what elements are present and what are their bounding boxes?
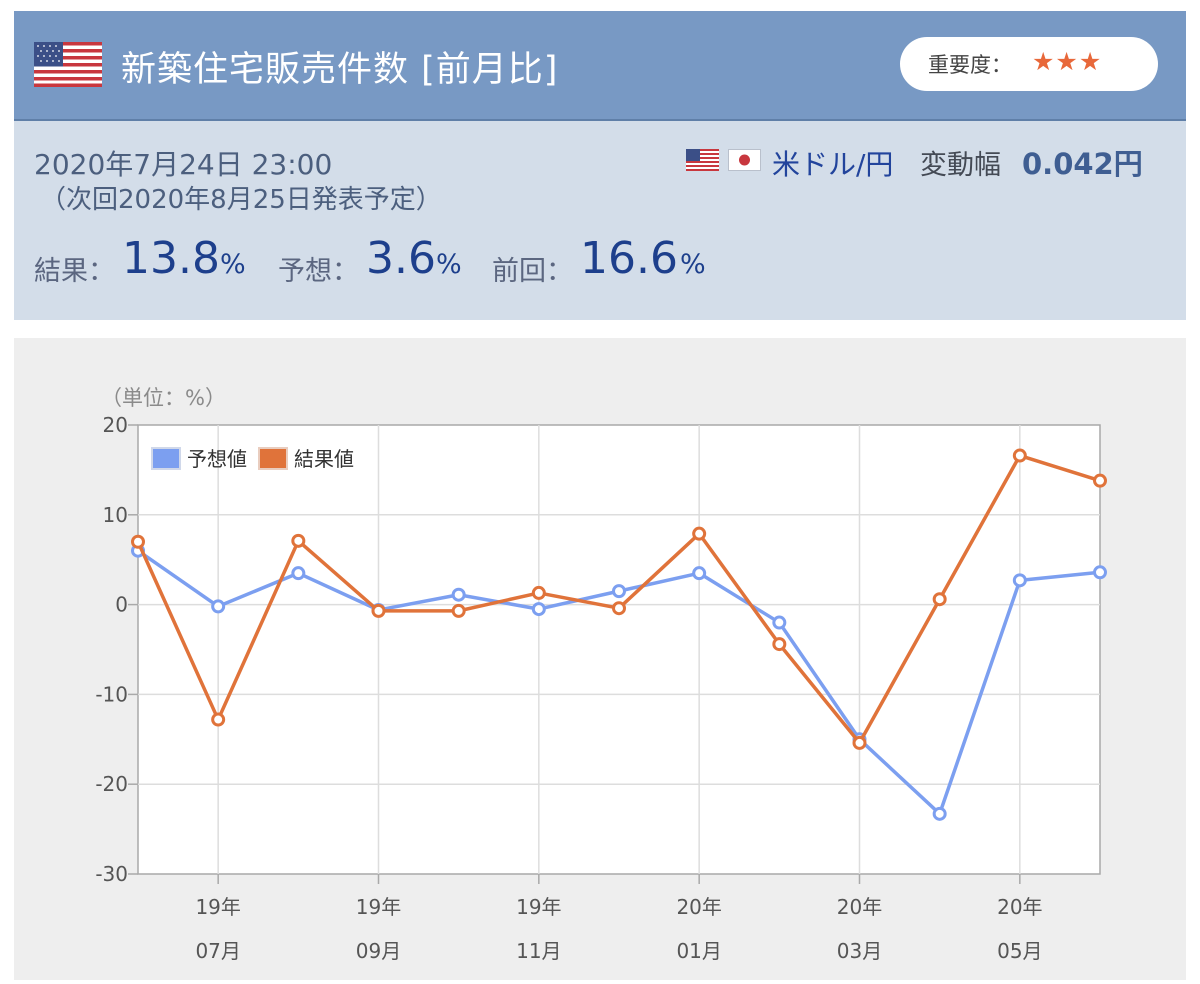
- forecast-unit: %: [436, 249, 462, 280]
- currency-pair-label[interactable]: 米ドル/円: [772, 148, 894, 181]
- legend-swatch-forecast: [151, 447, 181, 470]
- x-axis: 19年 07月 19年 09月 19年 11月 20年 01月 20年 03月 20年 05月: [195, 874, 1043, 963]
- importance-badge: 重要度： ★★★: [900, 37, 1158, 91]
- data-point-result[interactable]: [772, 637, 787, 652]
- previous-unit: %: [680, 249, 706, 280]
- x-tick-month: 03月: [837, 939, 882, 963]
- chart-container: （単位：%） 20 10 0 -10 -20 -30 19年 07月 19年 09月 19年 11月…: [14, 338, 1186, 980]
- series-group: [131, 448, 1107, 821]
- page-title: 新築住宅販売件数 [前月比]: [121, 50, 559, 90]
- forecast-label: 予想：: [278, 256, 359, 287]
- y-axis: 20 10 0 -10 -20 -30: [95, 413, 138, 886]
- data-point-forecast[interactable]: [692, 566, 707, 581]
- legend-label-forecast: 予想値: [187, 447, 247, 471]
- plot-area: [137, 424, 1101, 875]
- x-tick-month: 09月: [356, 939, 401, 963]
- x-tick-month: 01月: [676, 939, 721, 963]
- data-point-result[interactable]: [612, 601, 626, 616]
- x-tick-year: 20年: [997, 895, 1042, 919]
- release-date: 2020年7月24日 23:00: [34, 148, 333, 181]
- x-tick-year: 19年: [195, 895, 240, 919]
- data-point-result[interactable]: [692, 526, 707, 541]
- unit-label: （単位：%）: [101, 386, 226, 410]
- data-point-forecast[interactable]: [291, 566, 306, 581]
- x-tick-year: 19年: [356, 895, 401, 919]
- data-point-result[interactable]: [451, 603, 466, 618]
- data-point-forecast[interactable]: [612, 584, 626, 599]
- jp-flag-icon: [728, 149, 761, 171]
- range-label: 変動幅: [920, 150, 1001, 181]
- x-tick-month: 11月: [516, 939, 561, 963]
- forecast-value: 3.6: [366, 233, 436, 284]
- y-tick-label: -20: [95, 772, 128, 796]
- release-info-panel: 2020年7月24日 23:00 （次回2020年8月25日発表予定） 米ドル/…: [14, 121, 1186, 320]
- previous-value: 16.6: [580, 233, 678, 284]
- data-point-result[interactable]: [852, 735, 867, 750]
- x-tick-month: 07月: [195, 939, 240, 963]
- x-tick-year: 20年: [837, 895, 882, 919]
- x-tick-month: 05月: [997, 939, 1042, 963]
- data-point-result[interactable]: [291, 533, 306, 548]
- data-point-result[interactable]: [131, 534, 145, 549]
- line-chart: （単位：%） 20 10 0 -10 -20 -30 19年 07月 19年 09月 19年 11月…: [95, 386, 1107, 963]
- result-unit: %: [220, 249, 246, 280]
- data-point-forecast[interactable]: [451, 587, 466, 602]
- x-tick-year: 19年: [516, 895, 561, 919]
- importance-label: 重要度：: [928, 53, 1012, 77]
- y-tick-label: 10: [103, 503, 128, 527]
- y-tick-label: 20: [103, 413, 128, 437]
- data-point-forecast[interactable]: [531, 602, 546, 617]
- result-label: 結果：: [34, 256, 115, 287]
- data-point-result[interactable]: [211, 712, 226, 727]
- data-point-result[interactable]: [531, 585, 546, 600]
- indicator-header: 新築住宅販売件数 [前月比] 重要度： ★★★: [14, 11, 1186, 121]
- legend: 予想値 結果値: [151, 447, 354, 471]
- next-release-date: （次回2020年8月25日発表予定）: [40, 185, 442, 215]
- result-value: 13.8: [122, 233, 220, 284]
- star-rating-icon: ★★★: [1032, 47, 1103, 76]
- legend-label-result: 結果値: [294, 447, 354, 471]
- data-point-result[interactable]: [1093, 473, 1107, 488]
- data-point-forecast[interactable]: [1093, 565, 1107, 580]
- data-point-result[interactable]: [371, 603, 386, 618]
- us-flag-icon: [34, 42, 102, 87]
- y-tick-label: 0: [115, 593, 128, 617]
- data-point-forecast[interactable]: [211, 599, 226, 614]
- data-point-forecast[interactable]: [1012, 573, 1027, 588]
- data-point-forecast[interactable]: [772, 615, 787, 630]
- previous-label: 前回：: [492, 256, 573, 287]
- data-point-result[interactable]: [932, 592, 947, 607]
- data-point-result[interactable]: [1012, 448, 1027, 463]
- legend-swatch-result: [258, 447, 288, 470]
- us-flag-icon: [686, 149, 719, 171]
- y-tick-label: -30: [95, 862, 128, 886]
- y-tick-label: -10: [95, 682, 128, 706]
- range-value: 0.042円: [1022, 147, 1143, 181]
- data-point-forecast[interactable]: [932, 806, 947, 821]
- x-tick-year: 20年: [676, 895, 721, 919]
